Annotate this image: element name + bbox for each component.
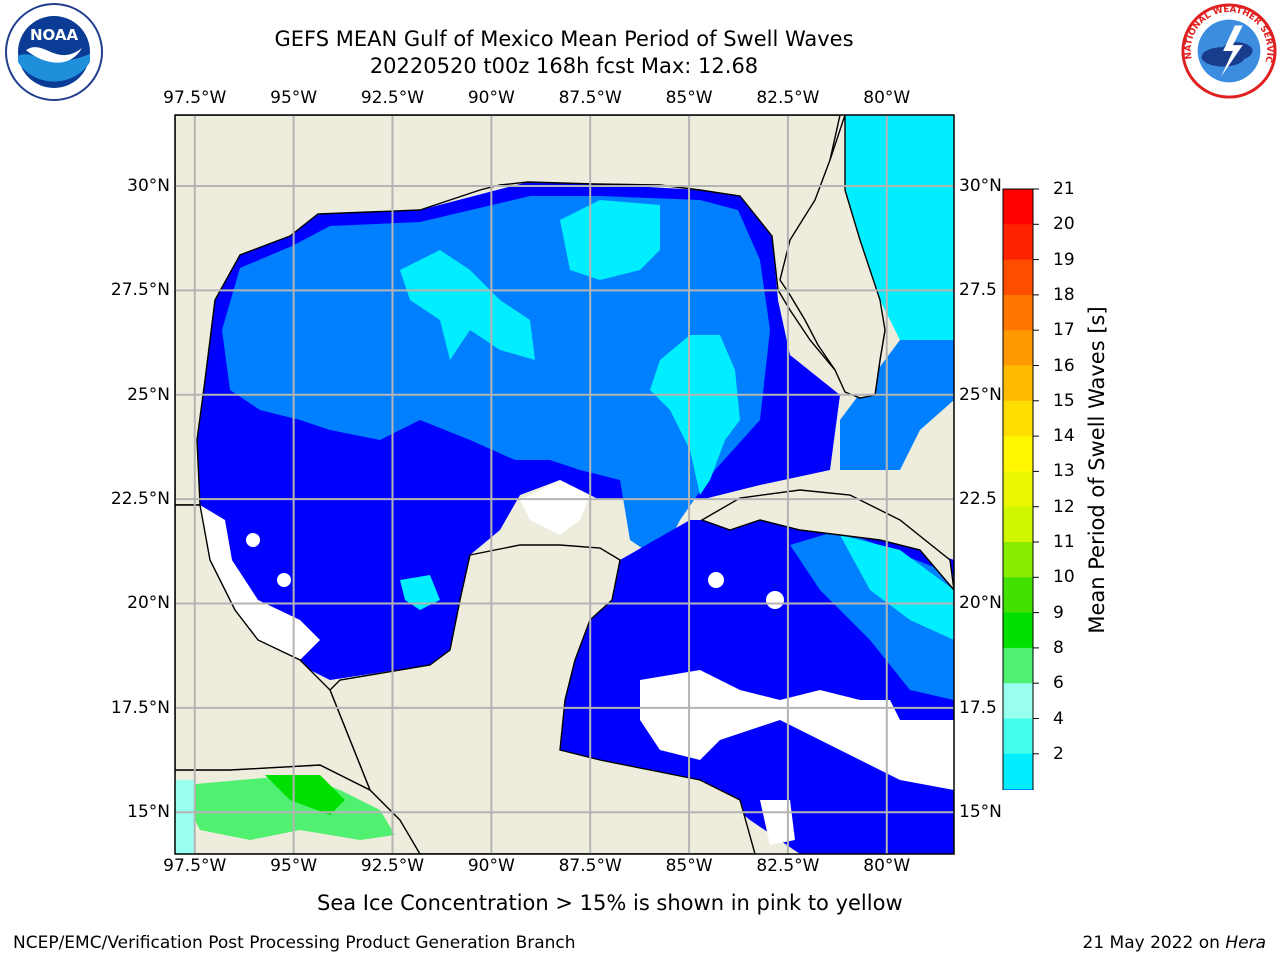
lat-label-right: 20°N <box>959 593 1002 614</box>
pacific-swell-9s <box>185 775 395 840</box>
atlantic-water-light <box>845 115 954 340</box>
colorbar-tick-label: 14 <box>1053 426 1075 447</box>
colorbar-block <box>1003 330 1033 366</box>
colorbar-frame <box>1002 188 1034 790</box>
colorbar-block <box>1003 577 1033 614</box>
colorbar-block <box>1003 189 1033 225</box>
colorbar-block <box>1003 294 1033 331</box>
noaa-logo-text: NOAA <box>30 26 79 44</box>
lon-label-top: 90°W <box>467 88 515 108</box>
gulf-water-mid <box>222 196 770 560</box>
lon-label-bottom: 92.5°W <box>360 856 425 876</box>
colorbar-tick-label: 4 <box>1053 708 1064 729</box>
lon-label-bottom: 85°W <box>665 856 713 876</box>
map-subtitle: 20220520 t00z 168h fcst Max: 12.68 <box>369 54 759 78</box>
colorbar-block <box>1003 718 1033 755</box>
lat-label-left: 25°N <box>127 384 170 405</box>
footer-organization: NCEP/EMC/Verification Post Processing Pr… <box>13 933 576 953</box>
lat-label-right: 22.5 <box>959 489 997 510</box>
cuba-land <box>700 489 954 592</box>
gulf-water-light-3 <box>650 335 740 495</box>
noaa-logo: NOAA <box>5 3 103 101</box>
colorbar-block <box>1003 506 1033 543</box>
lat-label-left: 27.5°N <box>110 280 170 301</box>
map-title: GEFS MEAN Gulf of Mexico Mean Period of … <box>274 27 854 51</box>
lat-label-right: 30°N <box>959 175 1002 196</box>
lon-label-top: 80°W <box>863 88 911 108</box>
nws-logo: NATIONAL WEATHER SERVICE <box>1180 2 1277 99</box>
colorbar-block <box>1003 224 1033 261</box>
colorbar-tick-label: 6 <box>1053 673 1064 694</box>
colorbar-block <box>1003 365 1033 402</box>
lon-label-bottom: 80°W <box>863 856 911 876</box>
colorbar-block <box>1003 683 1033 719</box>
colorbar-tick-label: 2 <box>1053 743 1064 764</box>
no-data-patches <box>200 480 954 845</box>
lat-label-right: 25°N <box>959 384 1002 405</box>
lon-label-bottom: 90°W <box>467 856 515 876</box>
colorbar-block <box>1003 789 1033 790</box>
colorbar-block <box>1003 612 1033 649</box>
footer-machine: Hera <box>1225 933 1266 953</box>
sea-ice-note: Sea Ice Concentration > 15% is shown in … <box>317 891 903 915</box>
colorbar-label: Mean Period of Swell Waves [s] <box>1085 306 1109 634</box>
footer-date: 21 May 2022 on Hera <box>1083 933 1267 953</box>
pacific-swell-10s <box>265 775 345 815</box>
colorbar-tick-label: 17 <box>1053 320 1075 341</box>
colorbar-tick-label: 11 <box>1053 532 1075 552</box>
colorbar-block <box>1003 647 1033 684</box>
lon-label-top: 82.5°W <box>756 88 820 108</box>
lon-label-top: 87.5°W <box>558 88 622 108</box>
graticule <box>175 115 954 854</box>
map-frame <box>174 114 955 855</box>
lat-label-left: 15°N <box>127 802 170 823</box>
colorbar-block <box>1003 471 1033 508</box>
colorbar <box>1002 188 1039 790</box>
atlantic-water-mid <box>840 340 954 470</box>
lon-label-bottom: 82.5°W <box>756 856 820 876</box>
colorbar-tick-label: 18 <box>1053 284 1075 305</box>
colorbar-tick-label: 15 <box>1053 390 1075 411</box>
lat-label-left: 22.5°N <box>110 489 170 510</box>
colorbar-tick-label: 20 <box>1053 214 1075 235</box>
lon-label-bottom: 95°W <box>270 856 318 876</box>
colorbar-tick-label: 16 <box>1053 355 1075 376</box>
colorbar-block <box>1003 542 1033 578</box>
colorbar-tick-label: 19 <box>1053 249 1075 270</box>
colorbar-block <box>1003 259 1033 296</box>
lat-label-right: 27.5 <box>959 280 997 301</box>
yucatan-central-america-land <box>329 544 756 854</box>
colorbar-block <box>1003 436 1033 472</box>
footer-date-text: 21 May 2022 on <box>1082 933 1220 953</box>
caribbean-water-light <box>840 535 954 640</box>
gulf-water-light-2 <box>560 200 660 280</box>
lon-label-bottom: 97.5°W <box>163 856 227 876</box>
lon-label-bottom: 87.5°W <box>558 856 622 876</box>
lat-label-left: 20°N <box>127 593 170 614</box>
lon-label-top: 97.5°W <box>163 88 227 108</box>
colorbar-block <box>1003 753 1033 790</box>
lon-label-top: 92.5°W <box>360 88 425 108</box>
mexico-land <box>175 504 372 792</box>
lon-label-top: 95°W <box>270 88 318 108</box>
colorbar-tick-label: 21 <box>1053 179 1075 199</box>
colorbar-tick-label: 13 <box>1053 461 1075 482</box>
colorbar-tick-label: 8 <box>1053 637 1064 658</box>
lat-label-right: 15°N <box>959 802 1002 823</box>
colorbar-tick-label: 12 <box>1053 496 1075 517</box>
lat-label-left: 17.5°N <box>110 697 170 718</box>
lat-label-right: 17.5 <box>959 697 997 718</box>
lon-label-top: 85°W <box>665 88 713 108</box>
gulf-water-light <box>400 250 535 360</box>
pacific-swell-8s <box>175 780 195 854</box>
gulf-water-light-4 <box>400 575 440 610</box>
colorbar-tick-label: 9 <box>1053 602 1064 623</box>
lat-label-left: 30°N <box>127 175 170 196</box>
colorbar-tick-label: 10 <box>1053 567 1075 588</box>
colorbar-block <box>1003 400 1033 437</box>
